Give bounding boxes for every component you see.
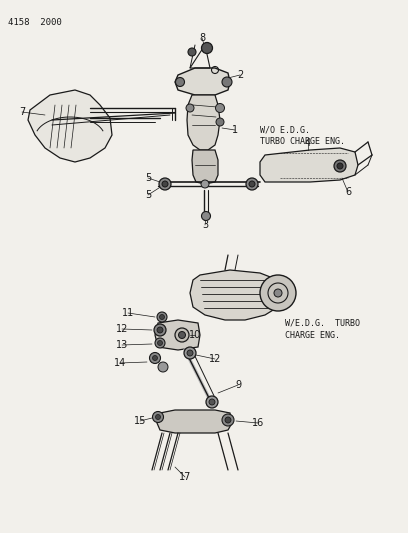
Text: 1: 1 xyxy=(232,125,238,135)
Polygon shape xyxy=(192,150,218,184)
Text: CHARGE ENG.: CHARGE ENG. xyxy=(285,330,340,340)
Text: 8: 8 xyxy=(199,33,205,43)
Circle shape xyxy=(162,181,168,187)
Text: W/O E.D.G.: W/O E.D.G. xyxy=(260,125,310,134)
Circle shape xyxy=(157,341,162,345)
Polygon shape xyxy=(187,95,220,150)
Circle shape xyxy=(216,118,224,126)
Circle shape xyxy=(187,350,193,356)
Text: 2: 2 xyxy=(237,70,243,80)
Circle shape xyxy=(159,178,171,190)
Circle shape xyxy=(201,180,209,188)
Circle shape xyxy=(260,275,296,311)
Circle shape xyxy=(188,48,196,56)
Text: 12: 12 xyxy=(209,354,221,364)
Circle shape xyxy=(158,362,168,372)
Circle shape xyxy=(184,347,196,359)
Text: 7: 7 xyxy=(19,107,25,117)
Circle shape xyxy=(337,163,343,169)
Text: 3: 3 xyxy=(202,220,208,230)
Text: 12: 12 xyxy=(116,324,128,334)
Text: 5: 5 xyxy=(145,190,151,200)
Polygon shape xyxy=(28,90,112,162)
Circle shape xyxy=(160,314,164,319)
Circle shape xyxy=(153,356,157,360)
Text: 4158  2000: 4158 2000 xyxy=(8,18,62,27)
Text: 5: 5 xyxy=(145,173,151,183)
Text: 11: 11 xyxy=(122,308,134,318)
Text: 13: 13 xyxy=(116,340,128,350)
Circle shape xyxy=(209,399,215,405)
Circle shape xyxy=(202,43,213,53)
Text: 4: 4 xyxy=(305,138,311,148)
Text: 15: 15 xyxy=(134,416,146,426)
Text: 17: 17 xyxy=(179,472,191,482)
Text: 14: 14 xyxy=(114,358,126,368)
Text: 10: 10 xyxy=(189,330,201,340)
Circle shape xyxy=(249,181,255,187)
Circle shape xyxy=(153,411,164,423)
Polygon shape xyxy=(260,148,358,182)
Circle shape xyxy=(175,328,189,342)
Circle shape xyxy=(157,327,163,333)
Text: TURBO CHARGE ENG.: TURBO CHARGE ENG. xyxy=(260,138,345,147)
Circle shape xyxy=(179,332,186,338)
Polygon shape xyxy=(175,68,230,95)
Circle shape xyxy=(175,77,184,86)
Circle shape xyxy=(154,324,166,336)
Circle shape xyxy=(215,103,224,112)
Circle shape xyxy=(155,415,160,419)
Circle shape xyxy=(157,312,167,322)
Text: 16: 16 xyxy=(252,418,264,428)
Circle shape xyxy=(222,414,234,426)
Circle shape xyxy=(149,352,160,364)
Circle shape xyxy=(334,160,346,172)
Circle shape xyxy=(274,289,282,297)
Text: 6: 6 xyxy=(345,187,351,197)
Circle shape xyxy=(202,212,211,221)
Circle shape xyxy=(222,77,232,87)
Circle shape xyxy=(246,178,258,190)
Polygon shape xyxy=(190,270,282,320)
Circle shape xyxy=(186,104,194,112)
Text: W/E.D.G.  TURBO: W/E.D.G. TURBO xyxy=(285,319,360,327)
Text: 9: 9 xyxy=(235,380,241,390)
Circle shape xyxy=(155,338,165,348)
Polygon shape xyxy=(155,320,200,350)
Polygon shape xyxy=(157,410,232,433)
Circle shape xyxy=(206,396,218,408)
Circle shape xyxy=(225,417,231,423)
